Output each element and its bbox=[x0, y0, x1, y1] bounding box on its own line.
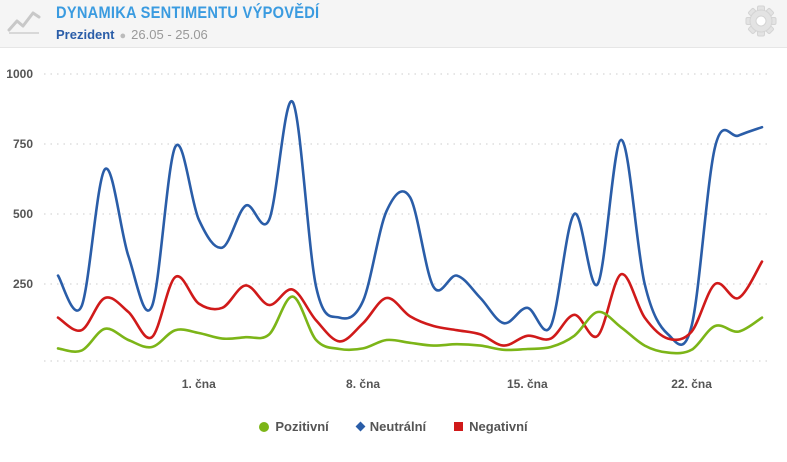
legend-label: Neutrální bbox=[369, 419, 427, 434]
y-tick-label: 500 bbox=[13, 207, 33, 221]
series-line-pozitivní bbox=[56, 295, 764, 355]
legend-item-negativni[interactable]: Negativní bbox=[454, 419, 528, 434]
sentiment-line-chart: 250 500 750 1000 1. čna 8. čna 15. čna 22. čna bbox=[6, 67, 772, 391]
legend-label: Negativní bbox=[469, 419, 528, 434]
trend-chart-icon bbox=[7, 11, 41, 34]
widget-subtitle: Prezident ● 26.05 - 25.06 bbox=[56, 27, 208, 42]
x-tick-label: 15. čna bbox=[507, 377, 548, 391]
x-tick-label: 1. čna bbox=[182, 377, 216, 391]
legend-item-neutralni[interactable]: Neutrální bbox=[355, 419, 427, 434]
series-line-neutrální bbox=[56, 100, 764, 346]
series-line-negativní bbox=[56, 260, 764, 347]
legend-label: Pozitivní bbox=[275, 419, 329, 434]
blue-diamond-marker bbox=[355, 421, 366, 432]
green-circle-marker bbox=[259, 421, 270, 432]
x-tick-label: 8. čna bbox=[346, 377, 380, 391]
y-tick-label: 250 bbox=[13, 277, 33, 291]
separator-dot: ● bbox=[119, 30, 127, 42]
y-tick-label: 750 bbox=[13, 137, 33, 151]
legend-item-pozitivni[interactable]: Pozitivní bbox=[259, 419, 329, 434]
chart-legend: Pozitivní Neutrální Negativní bbox=[0, 419, 787, 434]
date-range: 26.05 - 25.06 bbox=[131, 27, 208, 42]
y-tick-label: 1000 bbox=[6, 67, 33, 81]
x-tick-label: 22. čna bbox=[671, 377, 712, 391]
red-square-marker bbox=[454, 422, 464, 431]
widget-title: DYNAMIKA SENTIMENTU VÝPOVĚDÍ bbox=[56, 3, 320, 22]
gear-icon[interactable] bbox=[744, 4, 778, 38]
entity-name: Prezident bbox=[56, 27, 115, 42]
widget-header: DYNAMIKA SENTIMENTU VÝPOVĚDÍ Prezident ● 2… bbox=[0, 0, 787, 48]
